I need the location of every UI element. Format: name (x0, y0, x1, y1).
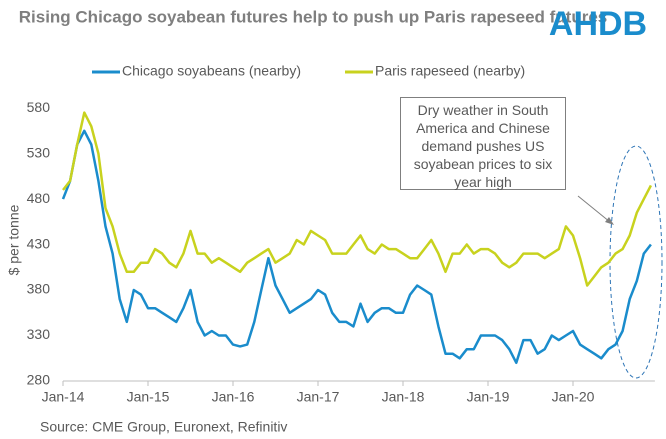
logo: AHDB (549, 5, 647, 43)
line-series (62, 111, 653, 287)
y-tick-label: 330 (27, 326, 51, 342)
y-axis-label: $ per tonne (6, 204, 22, 275)
x-tick-label: Jan-18 (382, 389, 425, 405)
y-tick-label: 380 (27, 281, 51, 297)
y-tick-label: 480 (27, 190, 51, 206)
x-tick-label: Jan-16 (212, 389, 255, 405)
x-tick-label: Jan-17 (297, 389, 340, 405)
highlight-ellipse (609, 145, 663, 379)
source: Source: CME Group, Euronext, Refinitiv (40, 419, 287, 435)
x-tick-label: Jan-20 (552, 389, 595, 405)
annotation: Dry weather in South America and Chinese… (400, 97, 566, 190)
arrow-head (605, 217, 614, 225)
legend-label: Paris rapeseed (nearby) (375, 63, 525, 79)
x-tick-label: Jan-14 (42, 389, 85, 405)
chart-title: Rising Chicago soyabean futures help to … (19, 7, 608, 26)
y-tick-label: 280 (27, 372, 51, 388)
y-tick-label: 430 (27, 235, 51, 251)
line-series (61, 129, 652, 365)
x-tick-label: Jan-15 (127, 389, 170, 405)
annotation-arrow (577, 195, 611, 223)
y-tick-label: 580 (27, 99, 51, 115)
legend-label: Chicago soyabeans (nearby) (122, 63, 301, 79)
y-tick-label: 530 (27, 144, 51, 160)
x-tick-label: Jan-19 (467, 389, 510, 405)
